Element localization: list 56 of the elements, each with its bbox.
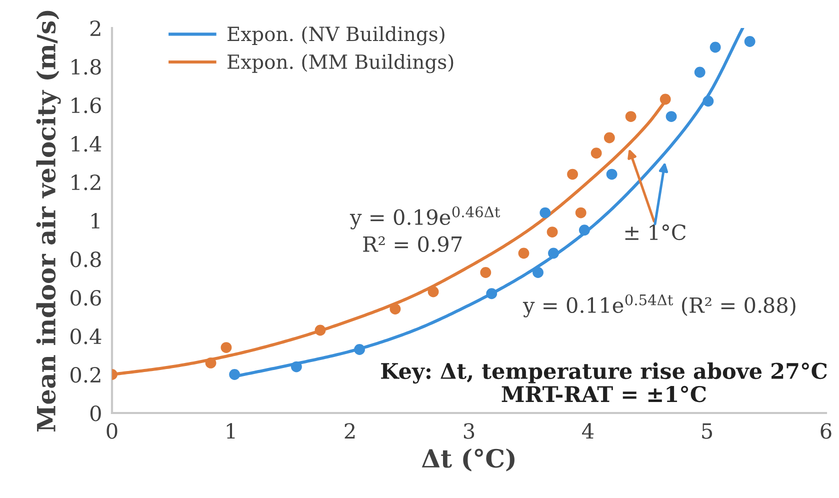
y-axis-title: Mean indoor air velocity (m/s)	[36, 10, 61, 432]
point	[694, 66, 706, 78]
y-tick-label: 0.2	[70, 366, 100, 383]
y-tick-label: 0	[90, 405, 101, 422]
x-tick-label: 6	[820, 423, 832, 439]
y-tick-label: 1.6	[72, 97, 101, 114]
x-tick-label: 3	[464, 423, 474, 439]
point	[354, 344, 365, 355]
annotation: MRT-RAT = ±1°C	[502, 386, 706, 402]
annotation: y = 0.19e$^{0.46Δt}$	[350, 206, 500, 230]
point	[548, 248, 559, 259]
point	[660, 94, 671, 105]
y-tick-label: 0.6	[70, 290, 101, 306]
y-tick-label: 1.2	[72, 174, 100, 190]
point	[390, 304, 401, 315]
point	[575, 207, 586, 218]
point	[229, 369, 240, 380]
y-tick-label: 0.8	[70, 251, 101, 268]
point	[625, 111, 636, 122]
point	[578, 224, 590, 236]
point	[604, 132, 615, 144]
y-tick-label: 1	[92, 212, 100, 228]
point	[220, 342, 232, 354]
x-axis-title: Δt (°C)	[422, 448, 514, 472]
point	[702, 96, 714, 107]
point	[540, 207, 551, 218]
legend-label: Expon. (NV Buildings)	[228, 26, 444, 46]
y-tick-label: 1.8	[72, 58, 101, 75]
point	[486, 288, 498, 300]
x-tick-label: 5	[702, 423, 712, 439]
point	[205, 357, 216, 368]
point	[606, 168, 618, 180]
point	[518, 248, 530, 259]
x-tick-label: 1	[226, 423, 235, 439]
annotation: Key: Δt, temperature rise above 27°C	[381, 362, 827, 384]
y-tick-label: 0.4	[70, 328, 102, 344]
y-tick-label: 2	[90, 20, 100, 36]
point	[567, 168, 578, 180]
annotation: R² = 0.97	[363, 236, 462, 252]
point	[590, 148, 602, 159]
x-tick-label: 0	[106, 423, 118, 439]
legend-label: Expon. (MM Buildings)	[228, 54, 454, 74]
point	[744, 36, 756, 47]
point	[480, 267, 492, 278]
point	[532, 267, 544, 278]
point	[666, 111, 677, 122]
x-tick-label: 4	[582, 423, 594, 439]
point	[314, 324, 326, 336]
annotation: ± 1°C	[625, 224, 686, 240]
point	[710, 42, 721, 53]
point	[428, 286, 439, 298]
point	[546, 226, 558, 238]
annotation: y = 0.11e$^{0.54Δt}$ (R² = 0.88)	[522, 294, 796, 318]
point	[290, 361, 302, 372]
y-tick-label: 1.4	[72, 136, 102, 152]
x-tick-label: 2	[344, 423, 355, 439]
